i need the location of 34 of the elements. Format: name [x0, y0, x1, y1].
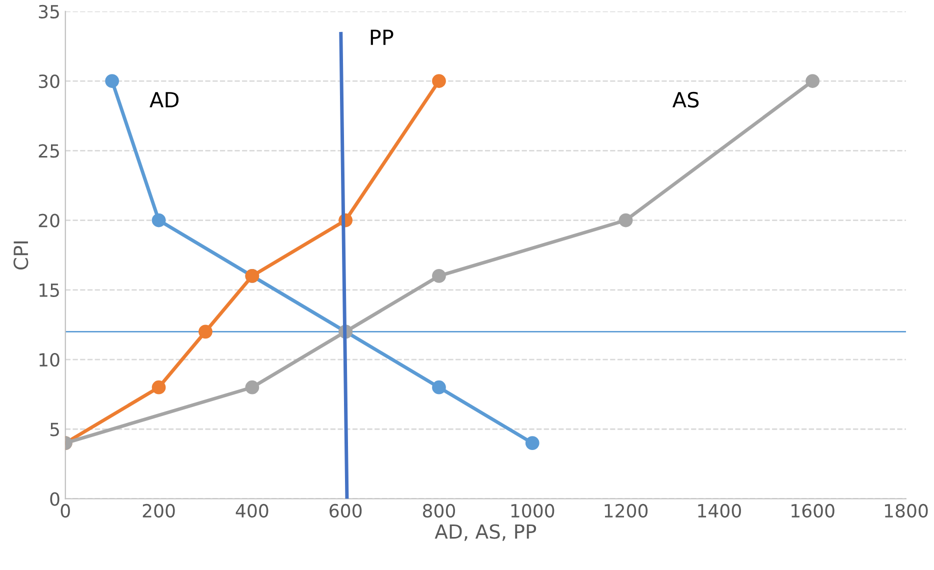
y-tick-label: 25 — [38, 144, 59, 158]
x-tick-label: 200 — [142, 504, 175, 518]
x-tick-label: 800 — [422, 504, 456, 518]
x-tick-label: 1600 — [792, 504, 834, 518]
y-axis-title: CPI — [14, 241, 28, 270]
point — [432, 74, 446, 88]
point — [618, 213, 633, 228]
y-tick-label: 30 — [38, 74, 60, 88]
point — [152, 213, 166, 228]
y-tick-label: 5 — [50, 422, 59, 436]
y-tick-label: 0 — [50, 492, 60, 506]
point — [152, 380, 166, 394]
x-tick-label: 400 — [236, 504, 268, 518]
point — [432, 380, 446, 394]
point — [525, 436, 540, 450]
x-tick-label: 1800 — [884, 504, 928, 518]
y-tick-label: 10 — [40, 352, 60, 367]
point — [198, 324, 212, 339]
x-tick-label: 1000 — [511, 504, 554, 518]
point — [432, 269, 446, 283]
x-tick-label: 600 — [330, 504, 362, 518]
series-label: PP — [370, 30, 394, 45]
point — [245, 380, 260, 394]
point — [806, 74, 820, 88]
point — [105, 74, 120, 88]
x-tick-label: 1400 — [698, 504, 741, 518]
x-tick-label: 1200 — [604, 504, 648, 518]
y-tick-label: 20 — [38, 214, 60, 228]
text: AS — [672, 92, 699, 108]
series-label: AD — [150, 92, 179, 108]
y-tick-label: 15 — [40, 284, 59, 297]
x-tick-label: 0 — [60, 504, 70, 518]
x-axis-title: AD, AS, PP — [434, 524, 536, 541]
y-tick-label: 35 — [38, 4, 59, 19]
